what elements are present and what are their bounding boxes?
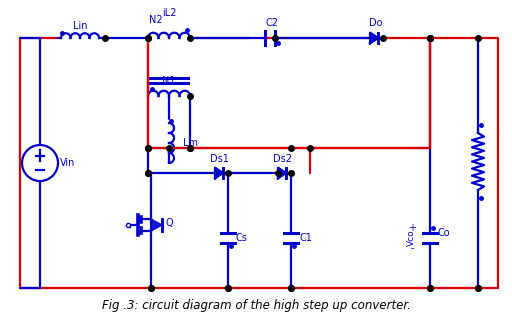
Text: N1: N1: [162, 76, 176, 86]
Text: Lm: Lm: [183, 138, 198, 148]
Polygon shape: [151, 219, 162, 231]
Text: Ds2: Ds2: [272, 154, 291, 164]
Text: C2: C2: [266, 18, 279, 28]
Polygon shape: [215, 168, 223, 178]
Text: -: -: [410, 243, 414, 253]
Polygon shape: [278, 168, 286, 178]
Text: Co: Co: [438, 228, 451, 238]
Text: C1: C1: [299, 233, 312, 243]
Text: Q: Q: [165, 218, 173, 228]
Text: Cs: Cs: [236, 233, 248, 243]
Text: N2: N2: [149, 15, 163, 25]
Text: iL2: iL2: [162, 8, 176, 18]
Text: Lin: Lin: [73, 21, 87, 31]
Text: Vco: Vco: [407, 230, 416, 246]
Text: +: +: [408, 223, 416, 233]
Polygon shape: [370, 33, 378, 43]
Text: Ds1: Ds1: [209, 154, 228, 164]
Text: Do: Do: [369, 18, 383, 28]
Text: Vin: Vin: [60, 158, 75, 168]
Text: Fig .3: circuit diagram of the high step up converter.: Fig .3: circuit diagram of the high step…: [101, 299, 411, 312]
